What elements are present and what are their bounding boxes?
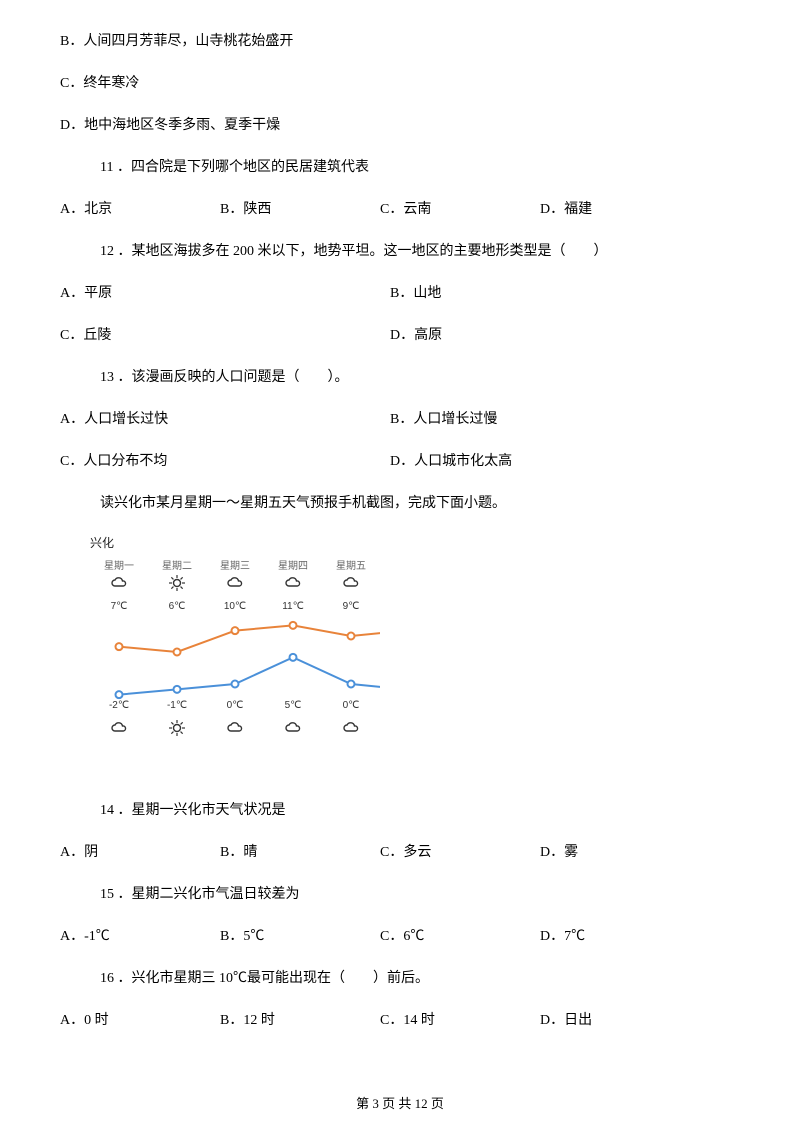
q13-option-d: D．人口城市化太高 <box>390 450 720 470</box>
q11-option-c: C．云南 <box>380 198 540 218</box>
q16-option-c: C．14 时 <box>380 1009 540 1029</box>
chart-high-temps: 7℃6℃10℃11℃9℃ <box>90 601 430 612</box>
chart-top-icons <box>90 574 430 597</box>
q13-option-c: C．人口分布不均 <box>60 450 390 470</box>
chart-low-temps: -2℃-1℃0℃5℃0℃ <box>90 700 430 711</box>
question-14-stem: 14 ．星期一兴化市天气状况是 <box>60 799 740 819</box>
q11-option-a: A．北京 <box>60 198 220 218</box>
question-12-options-row1: A．平原 B．山地 <box>60 282 740 302</box>
question-15-stem: 15 ．星期二兴化市气温日较差为 <box>60 883 740 903</box>
q16-option-d: D．日出 <box>540 1009 700 1029</box>
q13-option-a: A．人口增长过快 <box>60 408 390 428</box>
q14-option-b: B．晴 <box>220 841 380 861</box>
chart-city-title: 兴化 <box>90 534 430 551</box>
q16-option-a: A．0 时 <box>60 1009 220 1029</box>
question-16-stem: 16 ．兴化市星期三 10℃最可能出现在（ ）前后。 <box>60 967 740 987</box>
intro-text: 读兴化市某月星期一～星期五天气预报手机截图，完成下面小题。 <box>60 492 740 512</box>
q12-option-a: A．平原 <box>60 282 390 302</box>
option-c-continuation: C．终年寒冷 <box>60 72 740 92</box>
q12-option-c: C．丘陵 <box>60 324 390 344</box>
question-13-options-row1: A．人口增长过快 B．人口增长过慢 <box>60 408 740 428</box>
option-d-continuation: D．地中海地区冬季多雨、夏季干燥 <box>60 114 740 134</box>
option-b-continuation: B．人间四月芳菲尽，山寺桃花始盛开 <box>60 30 740 50</box>
q14-option-c: C．多云 <box>380 841 540 861</box>
question-16-options: A．0 时 B．12 时 C．14 时 D．日出 <box>60 1009 740 1029</box>
question-13-stem: 13 ．该漫画反映的人口问题是（ ）。 <box>60 366 740 386</box>
question-13-options-row2: C．人口分布不均 D．人口城市化太高 <box>60 450 740 470</box>
q11-option-b: B．陕西 <box>220 198 380 218</box>
question-12-options-row2: C．丘陵 D．高原 <box>60 324 740 344</box>
q13-option-b: B．人口增长过慢 <box>390 408 720 428</box>
question-11-options: A．北京 B．陕西 C．云南 D．福建 <box>60 198 740 218</box>
chart-bottom-icons <box>90 719 430 742</box>
question-11-stem: 11 ．四合院是下列哪个地区的民居建筑代表 <box>60 156 740 176</box>
q15-option-d: D．7℃ <box>540 925 700 945</box>
question-15-options: A．-1℃ B．5℃ C．6℃ D．7℃ <box>60 925 740 945</box>
weather-chart: 兴化 星期一星期二星期三星期四星期五 7℃6℃10℃11℃9℃ -2℃-1℃0℃… <box>90 534 430 774</box>
question-12-stem: 12 ．某地区海拔多在 200 米以下，地势平坦。这一地区的主要地形类型是（ ） <box>60 240 740 260</box>
q15-option-a: A．-1℃ <box>60 925 220 945</box>
chart-day-labels: 星期一星期二星期三星期四星期五 <box>90 557 430 572</box>
q15-option-b: B．5℃ <box>220 925 380 945</box>
page-footer: 第 3 页 共 12 页 <box>0 1093 800 1112</box>
q12-option-b: B．山地 <box>390 282 720 302</box>
question-14-options: A．阴 B．晴 C．多云 D．雾 <box>60 841 740 861</box>
q16-option-b: B．12 时 <box>220 1009 380 1029</box>
q12-option-d: D．高原 <box>390 324 720 344</box>
q11-option-d: D．福建 <box>540 198 700 218</box>
q14-option-a: A．阴 <box>60 841 220 861</box>
q14-option-d: D．雾 <box>540 841 700 861</box>
temperature-line-chart <box>90 620 380 700</box>
q15-option-c: C．6℃ <box>380 925 540 945</box>
